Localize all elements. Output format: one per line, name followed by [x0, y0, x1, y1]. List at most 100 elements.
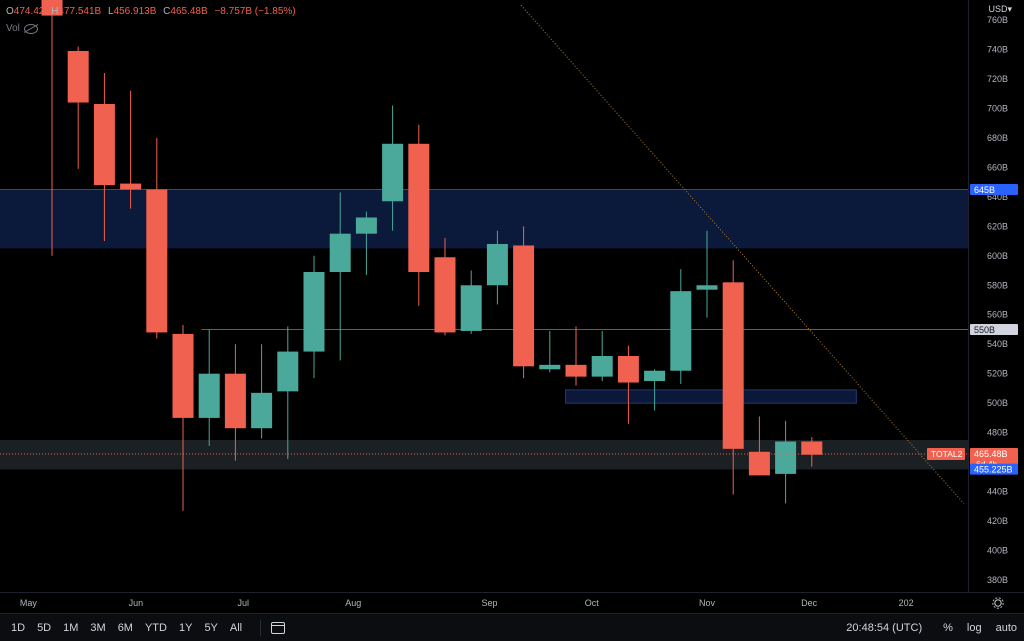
candle-body — [93, 104, 115, 186]
y-tick-label: 580B — [987, 280, 1008, 290]
timeframe-3m[interactable]: 3M — [90, 621, 106, 634]
zone-1 — [565, 389, 857, 404]
high-label: H — [51, 6, 59, 17]
timeframe-6m[interactable]: 6M — [117, 621, 133, 634]
candle-body — [120, 183, 142, 190]
candle-body — [382, 143, 404, 202]
toolbar-right: 20:48:54 (UTC) % log auto — [846, 614, 1024, 641]
plot-area — [0, 0, 968, 511]
timeframe-1m[interactable]: 1M — [63, 621, 79, 634]
x-tick-label: Jun — [129, 598, 144, 608]
candle-body — [644, 370, 666, 382]
candle-body — [251, 392, 273, 429]
timeframe-1y[interactable]: 1Y — [178, 621, 193, 634]
candle-body — [591, 356, 613, 377]
y-tick-label: 560B — [987, 310, 1008, 320]
candle-body — [722, 282, 744, 449]
candle-body — [224, 373, 246, 429]
candle-body — [329, 233, 351, 272]
y-tick-label: 680B — [987, 133, 1008, 143]
timeframe-all[interactable]: All — [229, 621, 243, 634]
ohlc-legend: O474.42 H477.541B L456.913B C465.48B −8.… — [6, 6, 300, 17]
candle-body — [41, 0, 63, 16]
candle-body — [565, 364, 587, 377]
y-tick-label: 480B — [987, 428, 1008, 438]
candle-body — [486, 244, 508, 286]
currency-selector[interactable]: USD▾ — [988, 4, 1012, 15]
candle-body — [775, 441, 797, 474]
auto-toggle[interactable]: auto — [995, 621, 1017, 634]
trendline — [520, 4, 965, 504]
candle-body — [172, 333, 194, 418]
bottom-toolbar: 1D 5D 1M 3M 6M YTD 1Y 5Y All 20:48:54 (U… — [0, 613, 1024, 641]
x-tick-label: Oct — [585, 598, 600, 608]
open-value: 474.42 — [13, 6, 45, 17]
candle-body — [460, 285, 482, 331]
y-tick-label: 660B — [987, 162, 1008, 172]
change-value: −8.757B (−1.85%) — [214, 6, 296, 17]
y-tick-label: 700B — [987, 103, 1008, 113]
zone-2 — [0, 440, 968, 470]
candle-body — [801, 441, 823, 455]
price-tag-bg — [970, 323, 1018, 335]
price-chart[interactable]: 760B 740B 720B 700B 680B 660B 640B 620B 600B 580B… — [0, 0, 1024, 613]
candle-body — [539, 364, 561, 370]
candle-body — [198, 373, 220, 418]
y-tick-label: 380B — [987, 575, 1008, 585]
eye-hidden-icon[interactable] — [23, 23, 38, 34]
timeframe-1d[interactable]: 1D — [11, 621, 26, 634]
y-tick-label: 420B — [987, 516, 1008, 526]
symbol-tag-bg — [927, 448, 965, 461]
volume-legend[interactable]: Vol — [6, 23, 38, 34]
candle-body — [696, 285, 718, 290]
x-tick-label: May — [20, 598, 38, 608]
candle-body — [513, 245, 535, 367]
y-tick-label: 540B — [987, 339, 1008, 349]
x-tick-label: Jul — [238, 598, 250, 608]
y-tick-label: 640B — [987, 192, 1008, 202]
y-tick-label: 440B — [987, 487, 1008, 497]
timeframe-ytd[interactable]: YTD — [144, 621, 167, 634]
y-tick-label: 720B — [987, 74, 1008, 84]
price-tag-label: 465.48B — [974, 449, 1008, 459]
y-tick-label: 620B — [987, 221, 1008, 231]
close-label: C — [163, 6, 171, 17]
candle-body — [670, 291, 692, 371]
x-tick-label: 202 — [899, 598, 914, 608]
low-label: L — [108, 6, 114, 17]
candle-body — [355, 217, 377, 234]
y-tick-label: 600B — [987, 251, 1008, 261]
x-tick-label: Nov — [699, 598, 716, 608]
chevron-down-icon: ▾ — [1007, 4, 1012, 14]
candle-body — [277, 351, 299, 392]
x-tick-label: Dec — [801, 598, 818, 608]
log-toggle[interactable]: log — [966, 621, 982, 634]
candle-body — [617, 356, 639, 383]
calendar-icon[interactable] — [271, 621, 286, 634]
y-tick-label: 740B — [987, 44, 1008, 54]
high-value: 477.541B — [58, 6, 102, 17]
currency-label: USD — [988, 4, 1008, 14]
percent-toggle[interactable]: % — [943, 621, 953, 634]
low-value: 456.913B — [113, 6, 157, 17]
timeframe-5d[interactable]: 5D — [37, 621, 52, 634]
utc-clock[interactable]: 20:48:54 (UTC) — [846, 621, 923, 634]
close-value: 465.48B — [170, 6, 208, 17]
symbol-tag: TOTAL2 — [931, 449, 963, 459]
gear-icon[interactable] — [992, 597, 1004, 609]
timeframe-5y[interactable]: 5Y — [204, 621, 218, 634]
candle-body — [748, 451, 770, 476]
price-tag-bg — [970, 463, 1018, 475]
candle-body — [434, 257, 456, 333]
zone-0 — [0, 189, 968, 249]
x-tick-label: Sep — [482, 598, 498, 608]
x-tick-label: Aug — [345, 598, 361, 608]
candle-body — [303, 272, 325, 352]
open-label: O — [6, 6, 14, 17]
y-tick-label: 520B — [987, 369, 1008, 379]
price-tag-label: 645B — [974, 185, 995, 195]
y-tick-label: 400B — [987, 546, 1008, 556]
price-tag-bg — [970, 183, 1018, 195]
price-tag-label: 455.225B — [974, 465, 1013, 475]
toolbar-divider — [260, 619, 262, 636]
